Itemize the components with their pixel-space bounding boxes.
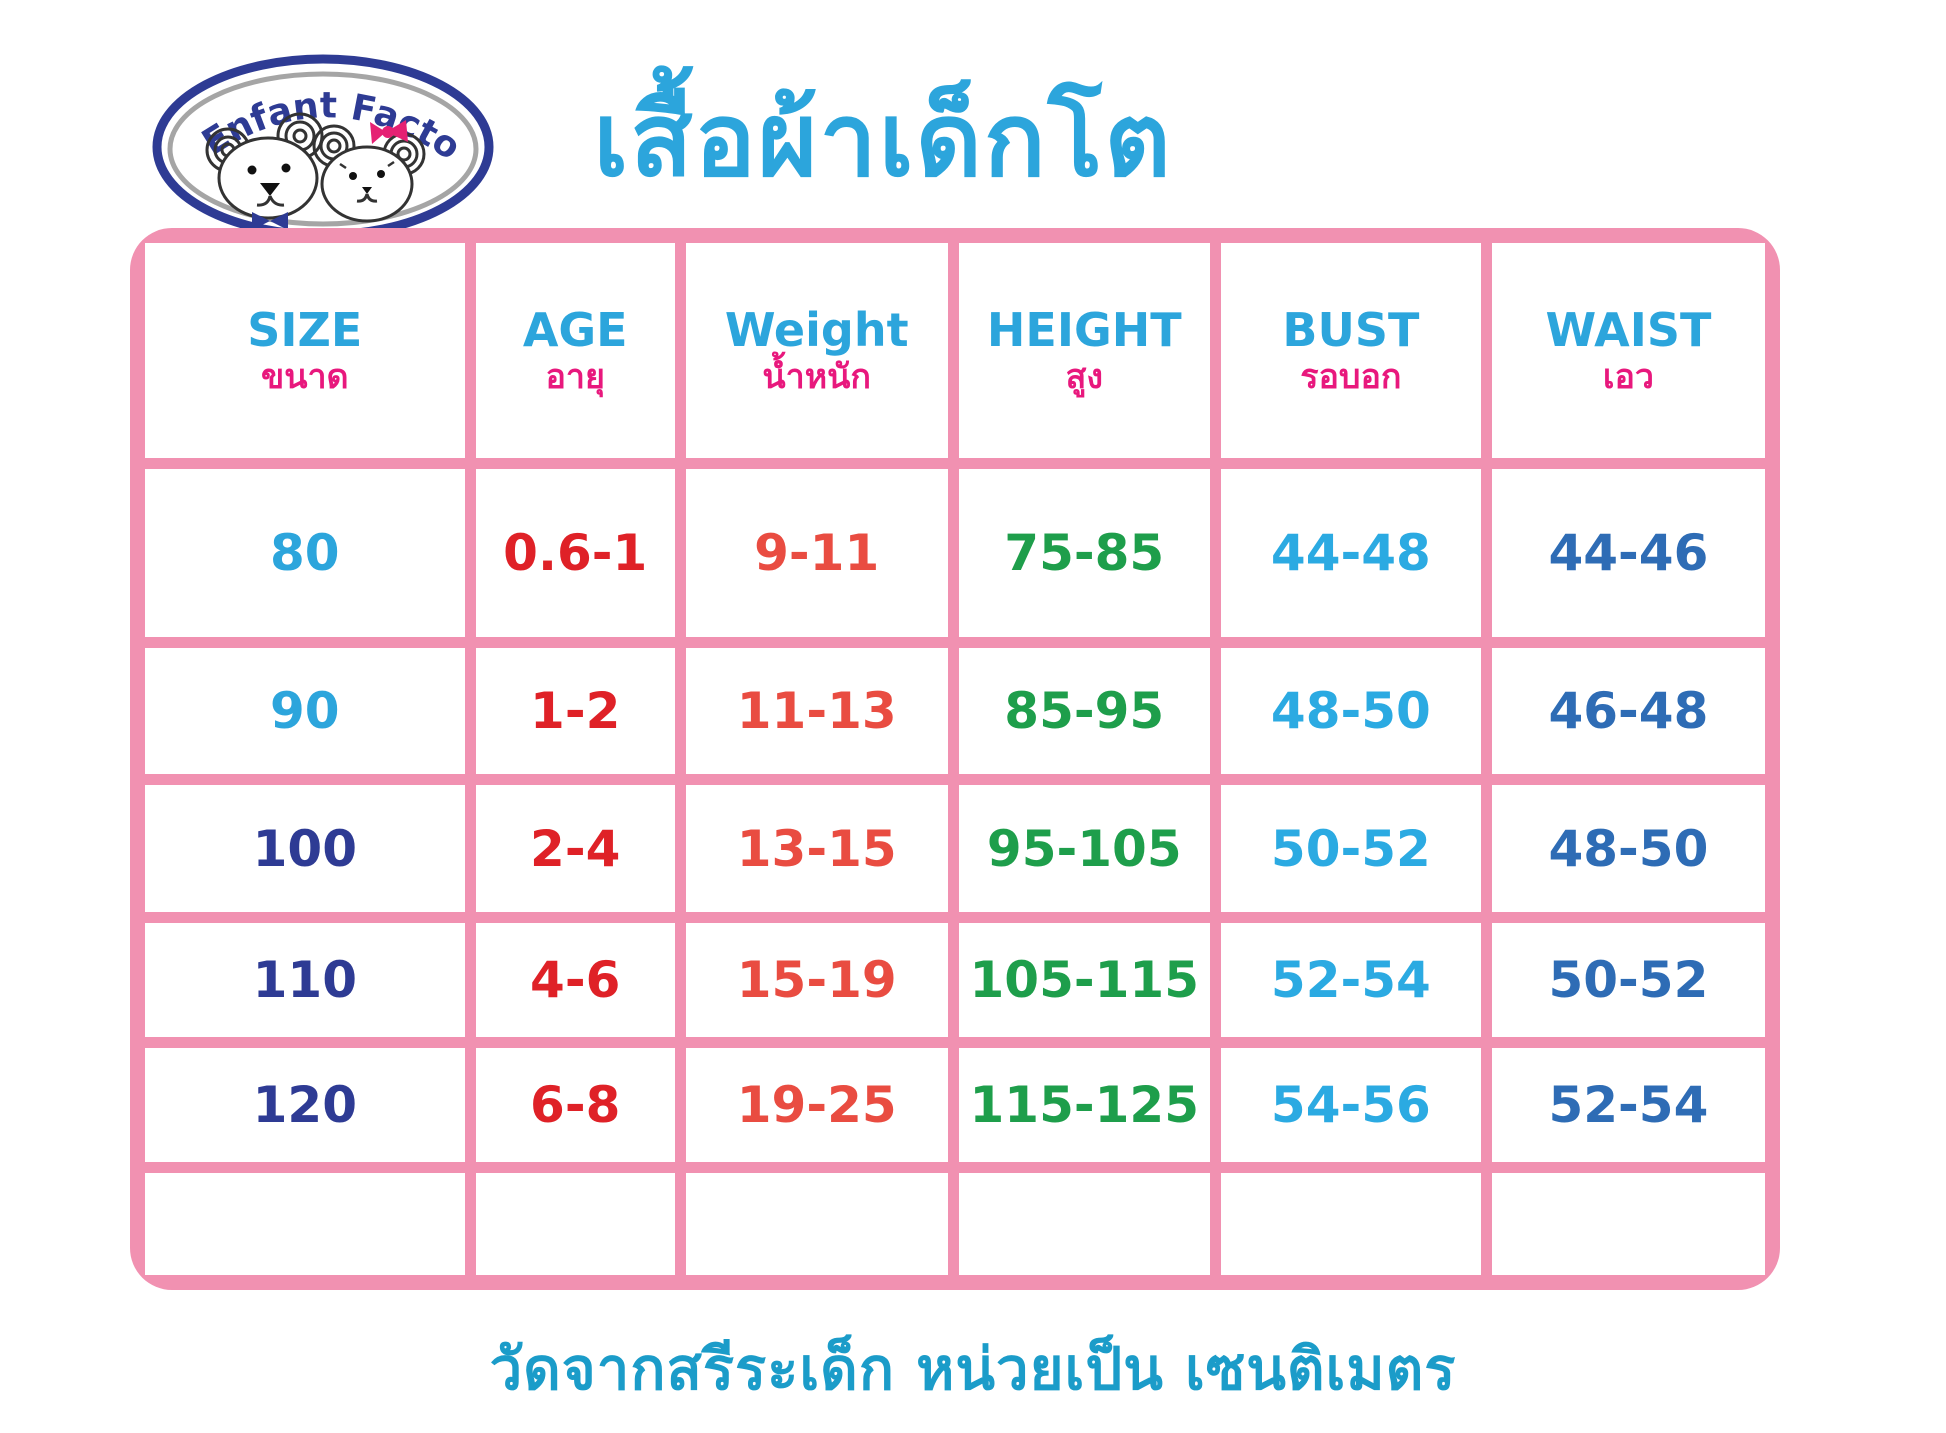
column-header-bust: BUST รอบอก [1220,243,1481,458]
cell-weight: 15-19 [685,923,948,1037]
size-value: 110 [252,951,357,1009]
waist-value: 48-50 [1548,819,1709,878]
boy-bear-icon [205,112,324,230]
cell-age: 0.6-1 [475,469,675,637]
cell-age: 1-2 [475,648,675,774]
empty-cell [1491,1173,1765,1275]
age-value: 1-2 [530,682,621,740]
size-value: 100 [252,819,357,878]
age-value: 6-8 [530,1076,621,1134]
empty-cell [685,1173,948,1275]
cell-weight: 9-11 [685,469,948,637]
cell-height: 115-125 [958,1048,1210,1162]
header-bust-th: รอบอก [1300,356,1402,397]
bust-value: 48-50 [1270,682,1431,740]
cell-waist: 46-48 [1491,648,1765,774]
cell-waist: 52-54 [1491,1048,1765,1162]
weight-value: 13-15 [736,819,897,878]
header-weight-th: น้ำหนัก [762,356,871,397]
page-title: เสื้อผ้าเด็กโต [593,81,1173,200]
header-age-en: AGE [522,302,628,357]
header-size-en: SIZE [247,302,363,357]
weight-value: 19-25 [736,1076,897,1134]
header-weight-en: Weight [724,302,909,357]
cell-size: 110 [145,923,465,1037]
height-value: 115-125 [969,1076,1200,1134]
height-value: 105-115 [969,951,1200,1009]
empty-cell [1220,1173,1481,1275]
empty-cell [145,1173,465,1275]
bust-value: 54-56 [1270,1076,1431,1134]
brand-logo: Enfant Factory [148,52,494,240]
cell-waist: 50-52 [1491,923,1765,1037]
cell-size: 80 [145,469,465,637]
header-waist-th: เอว [1602,356,1654,397]
cell-bust: 54-56 [1220,1048,1481,1162]
column-header-size: SIZE ขนาด [145,243,465,458]
height-value: 85-95 [1004,682,1165,740]
cell-age: 4-6 [475,923,675,1037]
column-header-height: HEIGHT สูง [958,243,1210,458]
cell-size: 120 [145,1048,465,1162]
cell-bust: 50-52 [1220,785,1481,912]
age-value: 4-6 [530,951,621,1009]
height-value: 95-105 [986,819,1182,878]
column-header-waist: WAIST เอว [1491,243,1765,458]
header-waist-en: WAIST [1545,302,1712,357]
boy-bowtie-icon [252,212,288,230]
cell-age: 2-4 [475,785,675,912]
cell-bust: 48-50 [1220,648,1481,774]
girl-bear-icon [312,120,426,223]
cell-height: 95-105 [958,785,1210,912]
cell-waist: 44-46 [1491,469,1765,637]
cell-height: 105-115 [958,923,1210,1037]
weight-value: 11-13 [736,682,897,740]
weight-value: 15-19 [736,951,897,1009]
cell-weight: 13-15 [685,785,948,912]
size-value: 80 [270,524,340,582]
weight-value: 9-11 [754,524,880,582]
cell-height: 75-85 [958,469,1210,637]
header-size-th: ขนาด [260,356,349,397]
header-height-th: สูง [1065,356,1103,397]
bust-value: 50-52 [1270,819,1431,878]
age-value: 2-4 [530,819,621,878]
header-bust-en: BUST [1282,302,1420,357]
age-value: 0.6-1 [503,524,648,582]
waist-value: 52-54 [1548,1076,1709,1134]
size-chart-table: SIZE ขนาด AGE อายุ Weight น้ำหนัก HEIGHT… [130,228,1780,1290]
waist-value: 50-52 [1548,951,1709,1009]
bust-value: 52-54 [1270,951,1431,1009]
header-age-th: อายุ [545,356,605,397]
footer-note: วัดจากสรีระเด็ก หน่วยเป็น เซนติเมตร [489,1335,1457,1403]
table-grid: SIZE ขนาด AGE อายุ Weight น้ำหนัก HEIGHT… [145,243,1765,1275]
bust-value: 44-48 [1270,524,1431,582]
height-value: 75-85 [1004,524,1165,582]
empty-cell [958,1173,1210,1275]
column-header-weight: Weight น้ำหนัก [685,243,948,458]
size-value: 90 [270,682,340,740]
cell-weight: 11-13 [685,648,948,774]
cell-height: 85-95 [958,648,1210,774]
header-height-en: HEIGHT [986,302,1182,357]
cell-age: 6-8 [475,1048,675,1162]
cell-bust: 52-54 [1220,923,1481,1037]
cell-size: 100 [145,785,465,912]
girl-bow-icon [370,120,408,144]
size-value: 120 [252,1076,357,1134]
logo-inner-ring [167,71,479,227]
cell-waist: 48-50 [1491,785,1765,912]
cell-weight: 19-25 [685,1048,948,1162]
cell-bust: 44-48 [1220,469,1481,637]
empty-cell [475,1173,675,1275]
column-header-age: AGE อายุ [475,243,675,458]
waist-value: 44-46 [1548,524,1709,582]
waist-value: 46-48 [1548,682,1709,740]
cell-size: 90 [145,648,465,774]
